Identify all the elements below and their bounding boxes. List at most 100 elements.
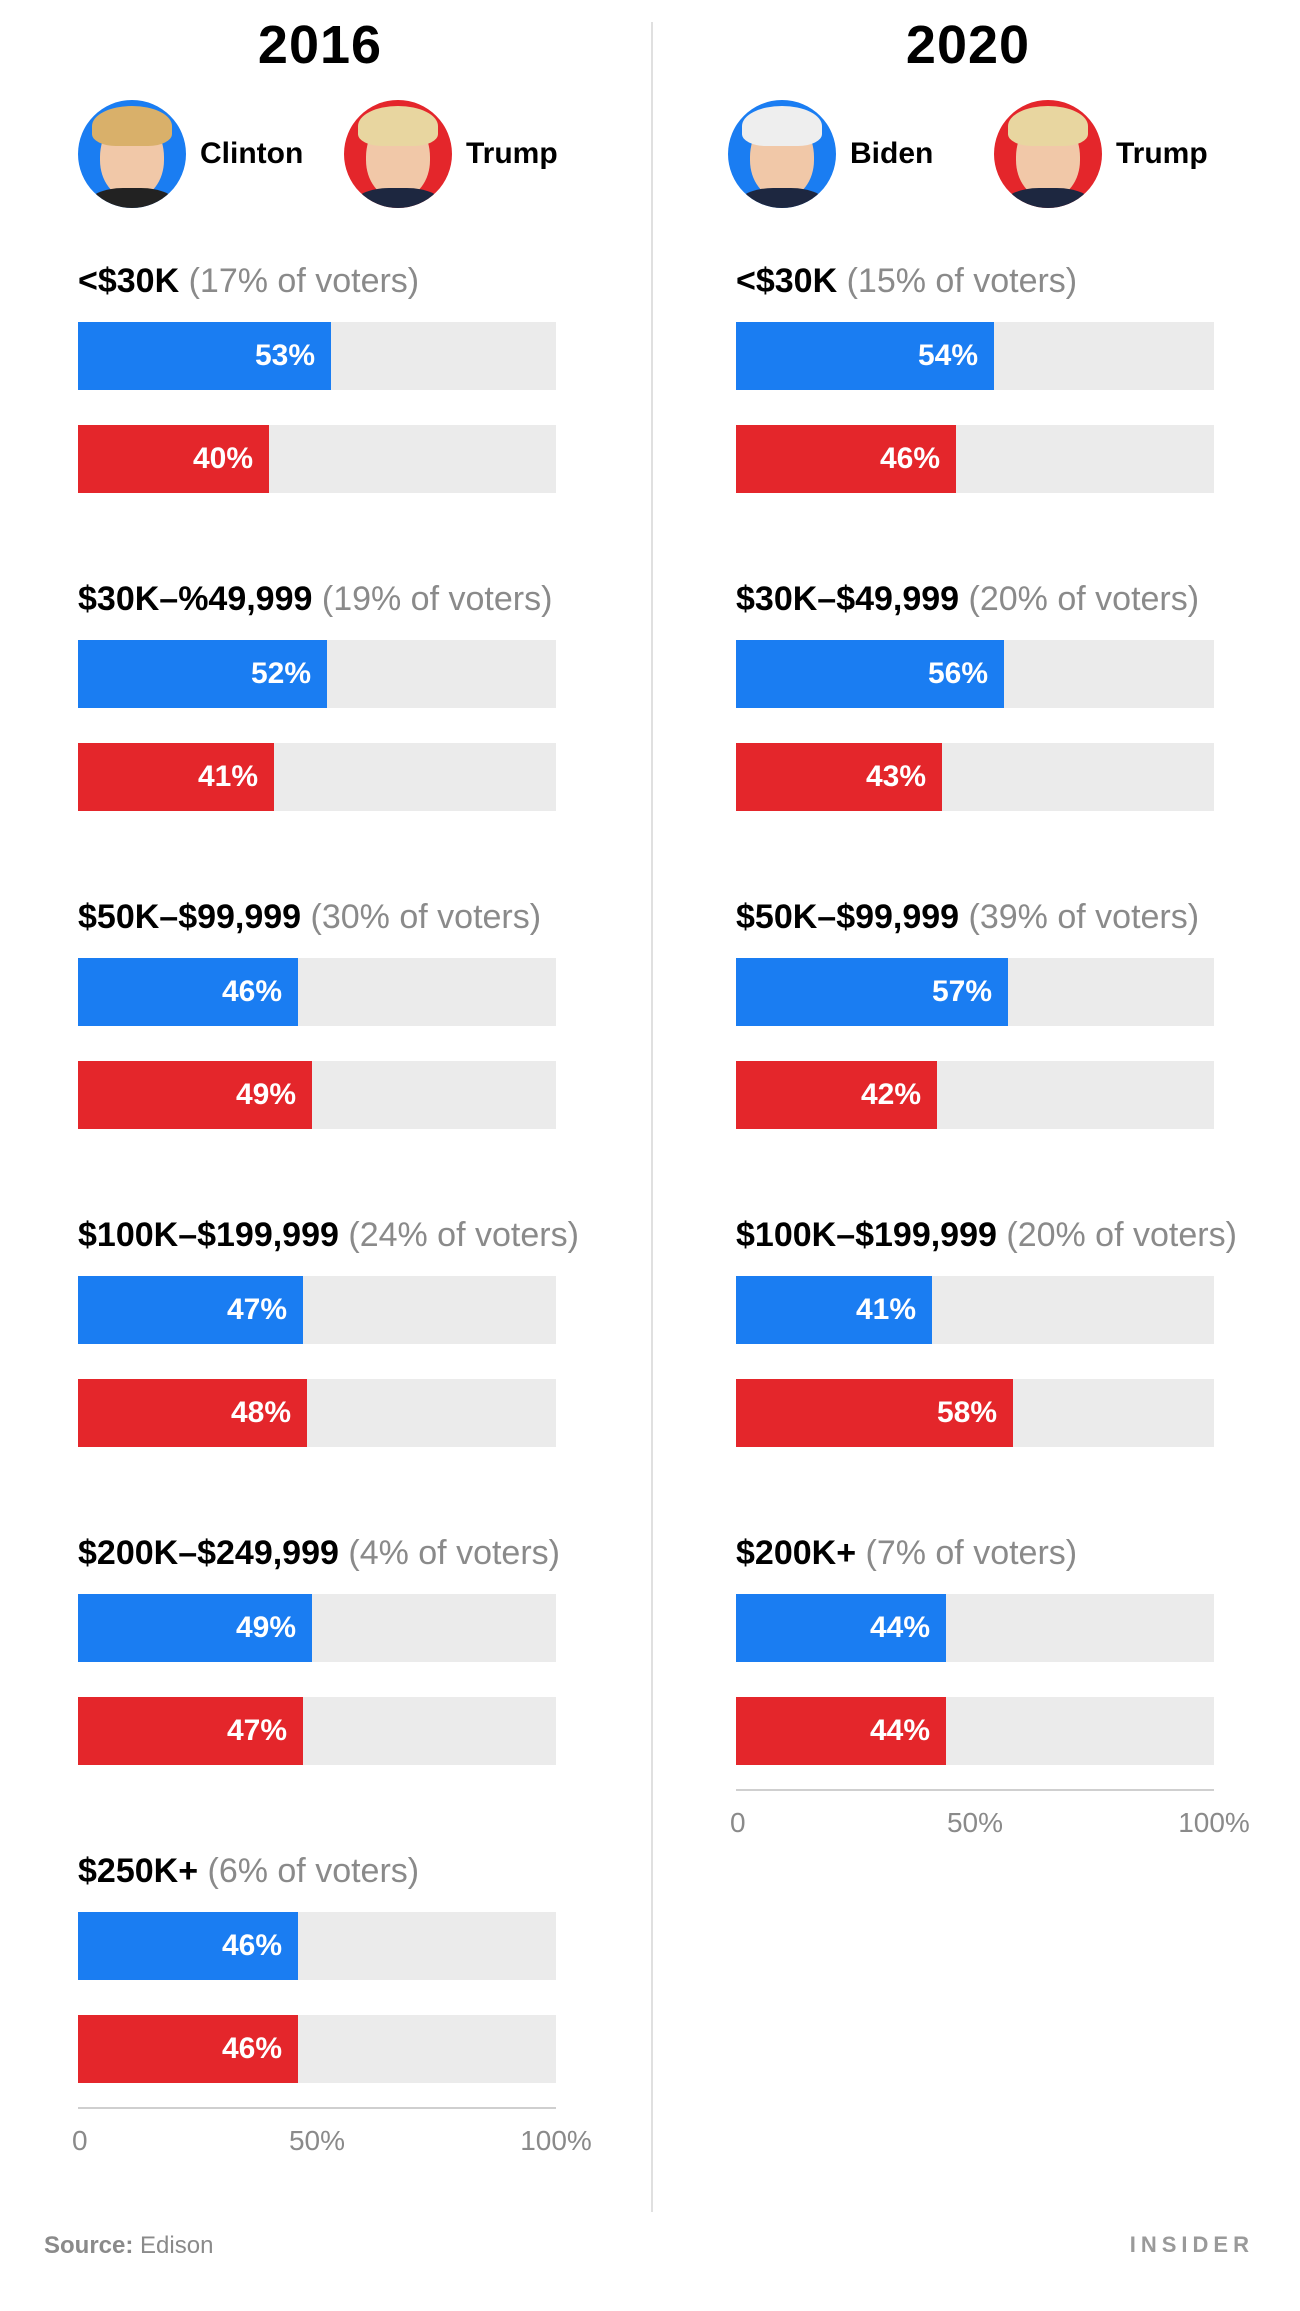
candidate-clinton: Clinton — [78, 98, 303, 210]
trump-avatar — [344, 100, 452, 208]
bar-clinton: 53% — [78, 322, 331, 390]
bar-value-label: 44% — [869, 1611, 930, 1644]
bar-track: 46% — [78, 958, 556, 1026]
source-note: Source: Edison — [44, 2232, 213, 2260]
insider-logo: INSIDER — [1129, 2232, 1254, 2257]
bar-track: 54% — [736, 322, 1214, 390]
bar-track: 41% — [78, 743, 556, 811]
bar-track: 49% — [78, 1061, 556, 1129]
x-tick-label: 100% — [520, 2125, 592, 2156]
bar-value-label: 54% — [917, 339, 978, 372]
bar-value-label: 46% — [879, 442, 940, 475]
candidate-trump: Trump — [344, 98, 558, 210]
panel-2020: 2020 Biden Trump <$30K (15% of voters) 54… — [658, 0, 1300, 2240]
bar-track: 43% — [736, 743, 1214, 811]
bar-clinton: 46% — [78, 958, 298, 1026]
bar-track: 46% — [736, 425, 1214, 493]
candidate-name: Trump — [1116, 137, 1208, 170]
bar-clinton: 47% — [78, 1276, 303, 1344]
x-tick-label: 50% — [288, 2125, 346, 2156]
group-title: $200K–$249,999 (4% of voters) — [78, 1534, 560, 1573]
source-value: Edison — [140, 2232, 214, 2259]
bar-value-label: 49% — [235, 1078, 296, 1111]
income-range-label: $50K–$99,999 — [736, 898, 960, 936]
voter-share-label: (15% of voters) — [837, 262, 1078, 300]
voter-share-label: (39% of voters) — [959, 898, 1200, 936]
year-title: 2016 — [257, 15, 383, 75]
x-tick-label: 100% — [1178, 1807, 1250, 1838]
bar-trump: 40% — [78, 425, 269, 493]
income-range-label: <$30K — [736, 262, 838, 300]
group-title: $250K+ (6% of voters) — [78, 1852, 419, 1891]
bar-value-label: 44% — [869, 1714, 930, 1747]
income-range-label: $100K–$199,999 — [736, 1216, 997, 1254]
bar-value-label: 41% — [855, 1293, 916, 1326]
x-tick-label: 0 — [730, 1807, 746, 1838]
x-axis-line — [736, 1789, 1214, 1791]
bar-track: 53% — [78, 322, 556, 390]
bar-value-label: 57% — [931, 975, 992, 1008]
bar-track: 41% — [736, 1276, 1214, 1344]
bar-track: 47% — [78, 1697, 556, 1765]
group-title: $100K–$199,999 (20% of voters) — [736, 1216, 1237, 1255]
income-range-label: $30K–$49,999 — [736, 580, 960, 618]
bar-biden: 44% — [736, 1594, 946, 1662]
bar-value-label: 53% — [254, 339, 315, 372]
bar-track: 57% — [736, 958, 1214, 1026]
x-axis-line — [78, 2107, 556, 2109]
income-range-label: $250K+ — [78, 1852, 199, 1890]
year-title: 2020 — [905, 15, 1031, 75]
bar-track: 46% — [78, 1912, 556, 1980]
voter-share-label: (19% of voters) — [312, 580, 553, 618]
voter-share-label: (20% of voters) — [959, 580, 1200, 618]
bar-trump: 43% — [736, 743, 942, 811]
income-range-label: <$30K — [78, 262, 180, 300]
income-range-label: $100K–$199,999 — [78, 1216, 339, 1254]
group-title: $50K–$99,999 (30% of voters) — [78, 898, 541, 937]
candidate-trump: Trump — [994, 98, 1208, 210]
group-title: $30K–$49,999 (20% of voters) — [736, 580, 1199, 619]
panel-2016: 2016 Clinton Trump <$30K (17% of voters)… — [0, 0, 648, 2240]
bar-track: 58% — [736, 1379, 1214, 1447]
bar-trump: 46% — [736, 425, 956, 493]
bar-value-label: 42% — [860, 1078, 921, 1111]
bar-value-label: 58% — [936, 1396, 997, 1429]
bar-track: 44% — [736, 1594, 1214, 1662]
bar-track: 44% — [736, 1697, 1214, 1765]
bar-trump: 58% — [736, 1379, 1013, 1447]
bar-value-label: 43% — [865, 760, 926, 793]
bar-track: 56% — [736, 640, 1214, 708]
income-range-label: $200K–$249,999 — [78, 1534, 339, 1572]
x-tick-label: 50% — [946, 1807, 1004, 1838]
group-title: $50K–$99,999 (39% of voters) — [736, 898, 1199, 937]
bar-biden: 57% — [736, 958, 1008, 1026]
x-tick-label: 0 — [72, 2125, 88, 2156]
bar-trump: 46% — [78, 2015, 298, 2083]
bar-value-label: 52% — [250, 657, 311, 690]
bar-value-label: 46% — [221, 1929, 282, 1962]
trump-avatar — [994, 100, 1102, 208]
group-title: $100K–$199,999 (24% of voters) — [78, 1216, 579, 1255]
clinton-avatar — [78, 100, 186, 208]
group-title: <$30K (15% of voters) — [736, 262, 1077, 301]
bar-trump: 48% — [78, 1379, 307, 1447]
bar-value-label: 47% — [226, 1714, 287, 1747]
panel-divider — [651, 22, 653, 2212]
group-title: $200K+ (7% of voters) — [736, 1534, 1077, 1573]
voter-share-label: (6% of voters) — [198, 1852, 420, 1890]
bar-track: 40% — [78, 425, 556, 493]
bar-value-label: 41% — [197, 760, 258, 793]
bar-value-label: 47% — [226, 1293, 287, 1326]
bar-track: 49% — [78, 1594, 556, 1662]
bar-trump: 44% — [736, 1697, 946, 1765]
bar-clinton: 49% — [78, 1594, 312, 1662]
group-title: $30K–%49,999 (19% of voters) — [78, 580, 552, 619]
voter-share-label: (17% of voters) — [179, 262, 420, 300]
bar-track: 46% — [78, 2015, 556, 2083]
voter-share-label: (4% of voters) — [338, 1534, 560, 1572]
bar-trump: 41% — [78, 743, 274, 811]
bar-value-label: 48% — [230, 1396, 291, 1429]
bar-clinton: 52% — [78, 640, 327, 708]
voter-share-label: (20% of voters) — [996, 1216, 1237, 1254]
bar-track: 47% — [78, 1276, 556, 1344]
